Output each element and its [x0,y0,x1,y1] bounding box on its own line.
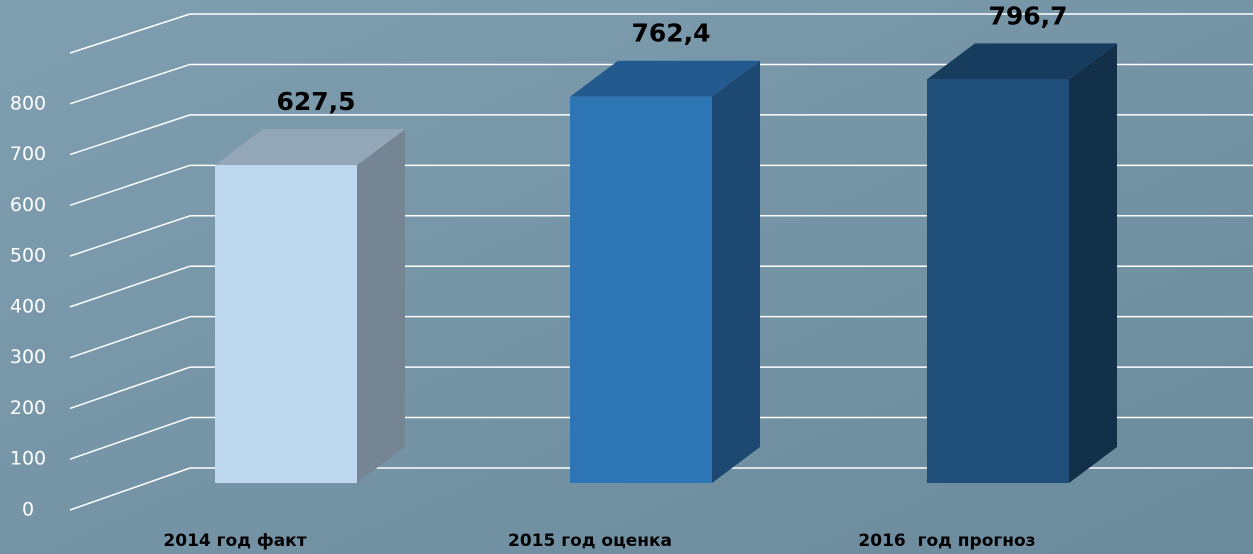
bar-top [927,43,1117,80]
bar-side-shade [1069,43,1117,484]
y-tick-label: 600 [10,194,46,216]
x-tick-label: 2014 год факт [163,531,306,551]
y-tick-label: 0 [22,499,34,521]
bar [927,79,1069,483]
y-tick-label: 400 [10,295,46,317]
grid-diagonal [69,63,191,105]
bar-side [712,60,760,483]
value-label: 762,4 [631,19,710,48]
bar-side [357,129,405,484]
bar-top [215,129,405,166]
bar-top-shade [570,60,760,97]
grid-diagonal [69,416,191,460]
x-tick-label: 2016 год прогноз [858,531,1035,551]
grid-diagonal [69,467,191,511]
bar-side-shade [357,129,405,484]
grid-diagonal [69,366,191,410]
grid-diagonal [69,13,191,54]
y-tick-label: 100 [10,448,46,470]
x-tick-label: 2015 год оценка [508,531,672,551]
y-tick-label: 700 [10,143,46,165]
bar-top [570,60,760,97]
y-tick-label: 500 [10,245,46,267]
grid-diagonal [69,164,191,207]
bar-side [1069,43,1117,484]
grid-diagonal [69,114,191,156]
y-tick-label: 300 [10,346,46,368]
value-label: 796,7 [988,1,1067,30]
bar [215,165,357,484]
grid-diagonal [69,265,191,308]
y-tick-label: 800 [10,92,46,114]
y-tick-label: 200 [10,397,46,419]
grid-diagonal [69,215,191,257]
bar-side-shade [712,60,760,483]
bar-top-shade [927,43,1117,80]
grid-diagonal [69,315,191,359]
bar [570,96,712,483]
bar-top-shade [215,129,405,166]
value-label: 627,5 [276,87,355,116]
